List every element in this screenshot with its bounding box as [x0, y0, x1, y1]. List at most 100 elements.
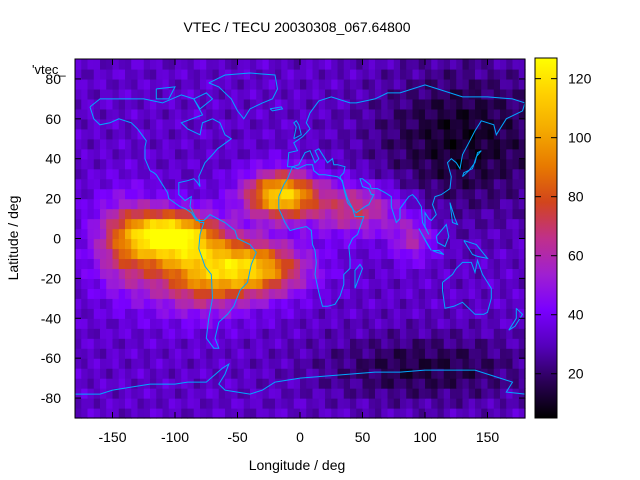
heat-cell	[87, 68, 95, 80]
heat-cell	[212, 288, 220, 299]
heat-cell	[125, 348, 132, 359]
heat-cell	[293, 218, 301, 230]
heat-cell	[412, 188, 420, 200]
heat-cell	[450, 328, 457, 339]
heat-cell	[337, 368, 345, 379]
heat-cell	[156, 138, 164, 150]
heat-cell	[118, 108, 126, 120]
heat-cell	[337, 208, 345, 220]
heat-cell	[381, 368, 389, 379]
heat-cell	[406, 388, 414, 399]
heat-cell	[175, 258, 182, 270]
heat-cell	[112, 258, 120, 270]
heat-cell	[350, 148, 357, 160]
heat-cell	[306, 378, 314, 389]
heat-cell	[193, 318, 201, 329]
heat-cell	[518, 408, 526, 419]
heat-cell	[356, 68, 364, 80]
heat-cell	[487, 298, 495, 309]
heat-cell	[87, 378, 95, 389]
heat-cell	[406, 358, 414, 369]
heat-cell	[212, 388, 220, 399]
heat-cell	[493, 198, 501, 210]
heat-cell	[362, 68, 370, 80]
heat-cell	[362, 278, 370, 289]
heat-cell	[518, 298, 526, 309]
heat-cell	[112, 148, 120, 160]
heat-cell	[268, 208, 276, 220]
heat-cell	[393, 118, 401, 130]
heat-cell	[168, 248, 176, 260]
heat-cell	[481, 138, 489, 150]
heat-cell	[300, 59, 307, 70]
heat-cell	[350, 218, 357, 230]
heat-cell	[381, 308, 389, 319]
heat-cell	[112, 198, 120, 210]
heat-cell	[512, 128, 520, 140]
heat-cell	[256, 268, 264, 279]
heat-cell	[281, 238, 289, 250]
heat-cell	[81, 208, 89, 220]
heat-cell	[518, 278, 526, 289]
heat-cell	[150, 188, 157, 200]
heat-cell	[293, 78, 301, 90]
heat-cell	[506, 278, 514, 289]
heat-cell	[75, 78, 82, 90]
heat-cell	[100, 238, 107, 250]
heat-cell	[337, 228, 345, 240]
heat-cell	[150, 148, 157, 160]
heat-cell	[118, 268, 126, 279]
heat-cell	[406, 398, 414, 409]
heat-cell	[393, 188, 401, 200]
heat-cell	[318, 348, 326, 359]
coastline	[208, 72, 279, 120]
heat-cell	[187, 138, 195, 150]
heat-cell	[193, 148, 201, 160]
heat-cell	[437, 88, 445, 100]
heat-cell	[281, 268, 289, 279]
heat-cell	[243, 288, 251, 299]
heat-cell	[300, 318, 307, 329]
heat-cell	[93, 338, 101, 349]
heat-cell	[393, 128, 401, 140]
heat-cell	[306, 188, 314, 200]
heat-cell	[125, 368, 132, 379]
heat-cell	[362, 158, 370, 170]
heat-cell	[93, 368, 101, 379]
heat-cell	[137, 288, 145, 299]
heat-cell	[156, 348, 164, 359]
heat-cell	[475, 328, 482, 339]
heat-cell	[231, 78, 239, 90]
coastline	[508, 307, 524, 331]
heat-cell	[200, 308, 207, 319]
heat-cell	[256, 218, 264, 230]
heat-cell	[256, 358, 264, 369]
heat-cell	[112, 88, 120, 100]
heat-cell	[293, 398, 301, 409]
heat-cell	[456, 318, 464, 329]
heat-cell	[418, 308, 426, 319]
heat-cell	[400, 268, 407, 279]
heat-cell	[231, 368, 239, 379]
heat-cell	[475, 378, 482, 389]
heat-cell	[325, 88, 332, 100]
heat-cell	[312, 138, 320, 150]
heat-cell	[356, 318, 364, 329]
heat-cell	[375, 78, 382, 90]
heat-cell	[337, 178, 345, 190]
heat-cell	[256, 378, 264, 389]
heat-cell	[443, 68, 451, 80]
heat-cell	[306, 168, 314, 180]
heat-cell	[162, 138, 170, 150]
heat-cell	[162, 68, 170, 80]
heat-cell	[406, 288, 414, 299]
heat-cell	[75, 228, 82, 240]
heat-cell	[200, 368, 207, 379]
heat-cell	[243, 378, 251, 389]
heat-cell	[300, 148, 307, 160]
heat-cell	[362, 398, 370, 409]
heat-cell	[187, 108, 195, 120]
heat-cell	[293, 238, 301, 250]
heat-cell	[150, 158, 157, 170]
heat-cell	[468, 288, 476, 299]
